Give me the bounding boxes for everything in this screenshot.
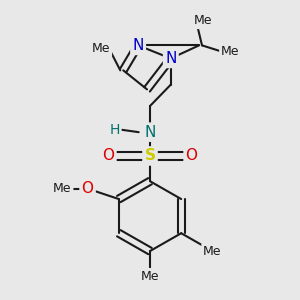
Text: Me: Me bbox=[92, 42, 110, 56]
Text: N: N bbox=[144, 125, 156, 140]
Text: Me: Me bbox=[221, 45, 239, 58]
Text: N: N bbox=[165, 51, 176, 66]
Text: O: O bbox=[82, 181, 94, 196]
Text: Me: Me bbox=[141, 270, 159, 283]
Text: Me: Me bbox=[194, 14, 213, 27]
Text: O: O bbox=[186, 148, 198, 164]
Text: N: N bbox=[132, 38, 144, 53]
Text: H: H bbox=[109, 123, 119, 137]
Text: Me: Me bbox=[53, 182, 72, 195]
Text: O: O bbox=[102, 148, 114, 164]
Text: S: S bbox=[145, 148, 155, 164]
Text: Me: Me bbox=[203, 244, 222, 258]
